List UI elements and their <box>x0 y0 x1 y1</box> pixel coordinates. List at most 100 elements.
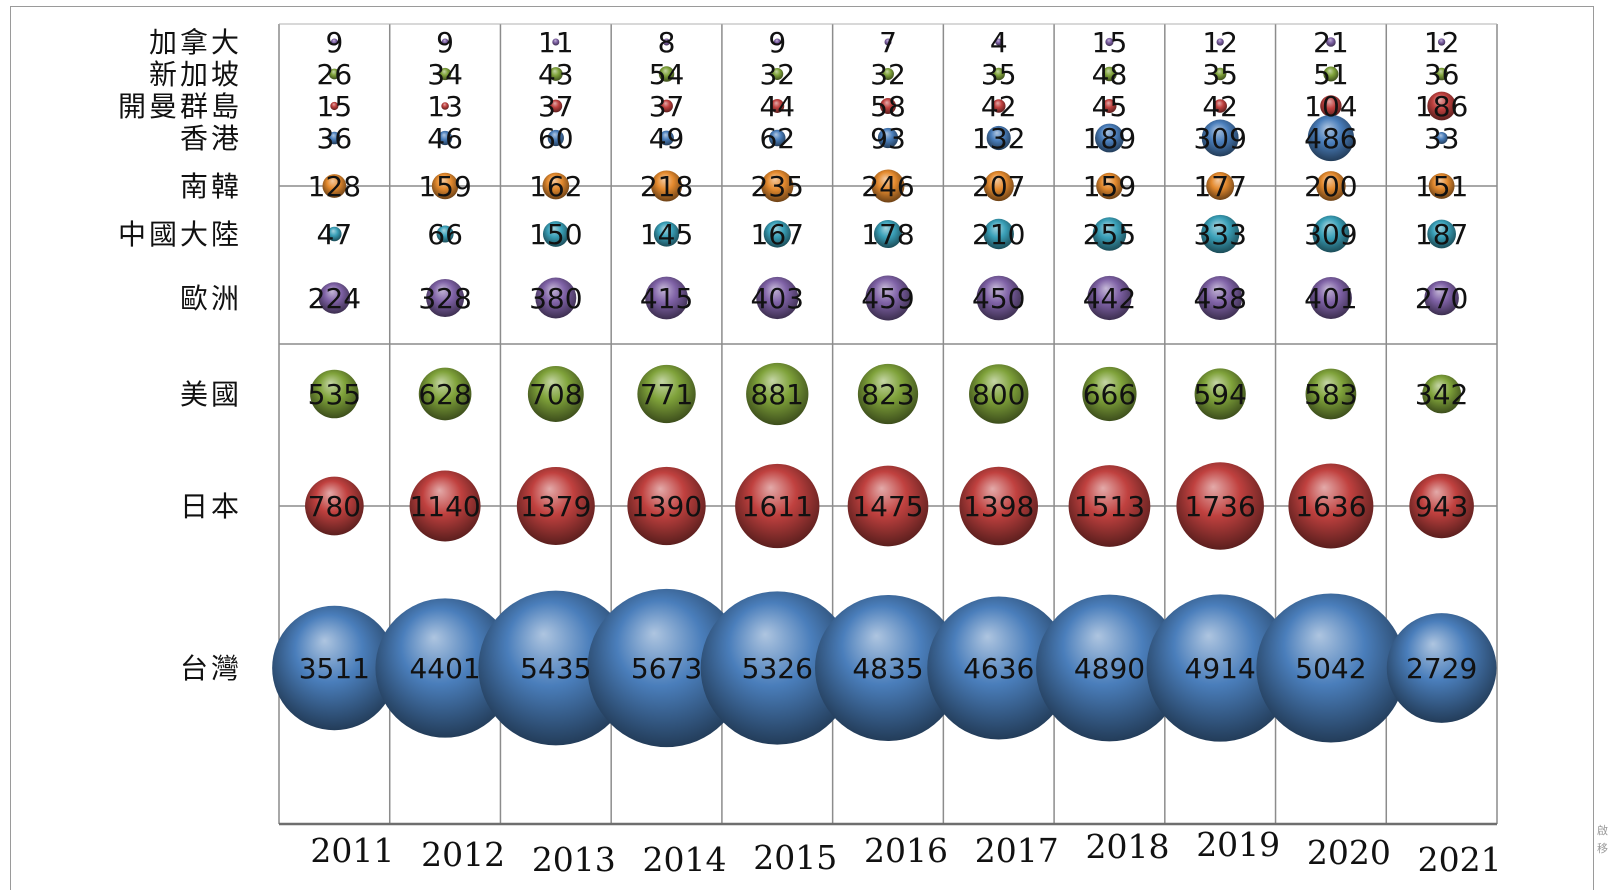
value-label: 145 <box>640 218 693 251</box>
value-label: 4636 <box>963 652 1034 685</box>
value-label: 342 <box>1415 378 1468 411</box>
bubble <box>991 99 1006 113</box>
bubble <box>1194 368 1246 420</box>
value-label: 255 <box>1083 218 1136 251</box>
value-label: 4401 <box>409 652 480 685</box>
value-label: 823 <box>861 378 914 411</box>
bubble <box>1427 91 1456 121</box>
value-label: 2729 <box>1406 652 1477 685</box>
value-label: 200 <box>1304 170 1357 203</box>
year-label: 2012 <box>421 835 505 874</box>
value-label: 35 <box>1202 58 1238 91</box>
bubble <box>659 130 674 146</box>
bubble <box>746 362 809 426</box>
value-label: 128 <box>308 170 361 203</box>
bubble <box>1312 215 1350 253</box>
bubble <box>426 278 465 318</box>
value-label: 535 <box>308 378 361 411</box>
value-label: 415 <box>640 282 693 315</box>
bubble <box>1087 275 1132 321</box>
bubble <box>735 463 820 549</box>
bubble <box>1102 98 1117 114</box>
value-label: 4890 <box>1074 652 1145 685</box>
bubble <box>272 605 397 731</box>
bubble <box>436 225 454 243</box>
bubble <box>882 68 894 80</box>
value-label: 33 <box>1424 122 1460 155</box>
value-label: 15 <box>317 90 353 123</box>
value-label: 177 <box>1193 170 1246 203</box>
bubble <box>549 99 563 113</box>
value-label: 150 <box>529 218 582 251</box>
bubble <box>1036 594 1183 742</box>
value-label: 450 <box>972 282 1025 315</box>
value-label: 159 <box>1083 170 1136 203</box>
bubble <box>986 125 1011 151</box>
value-label: 5435 <box>520 652 591 685</box>
bubble <box>627 466 706 546</box>
category-label: 歐洲 <box>180 282 242 315</box>
bubble <box>773 38 781 46</box>
value-label: 189 <box>1083 122 1136 155</box>
bubble <box>1095 123 1124 153</box>
value-label: 47 <box>317 218 353 251</box>
value-label: 36 <box>1424 58 1460 91</box>
bubble <box>983 218 1014 250</box>
value-label: 1475 <box>852 490 923 523</box>
bubble <box>871 169 905 203</box>
value-label: 4835 <box>852 652 923 685</box>
value-label: 15 <box>1092 26 1128 59</box>
year-label: 2021 <box>1418 840 1502 879</box>
value-label: 442 <box>1083 282 1136 315</box>
bubble <box>375 598 515 738</box>
bubble <box>1256 593 1406 743</box>
value-label: 151 <box>1415 170 1468 203</box>
bubble <box>1307 114 1355 162</box>
bubble <box>548 67 563 81</box>
bubble <box>770 99 785 113</box>
bubble <box>1201 119 1239 157</box>
value-label: 235 <box>751 170 804 203</box>
value-label: 5042 <box>1295 652 1366 685</box>
value-label: 12 <box>1202 26 1238 59</box>
chart-frame <box>10 6 1594 890</box>
bubble <box>1422 374 1462 414</box>
bubble <box>1424 280 1459 316</box>
bubble <box>542 172 570 200</box>
bubble <box>1092 217 1127 251</box>
bubble <box>847 465 929 547</box>
value-label: 9 <box>768 26 786 59</box>
bubble <box>651 170 683 202</box>
category-label: 南韓 <box>180 170 242 203</box>
bubble <box>1213 67 1227 81</box>
bubble <box>535 277 577 319</box>
bubble <box>873 219 903 249</box>
category-label: 台灣 <box>180 652 242 685</box>
value-label: 104 <box>1304 90 1357 123</box>
bubble <box>1427 219 1456 249</box>
value-label: 210 <box>972 218 1025 251</box>
bubble <box>927 596 1071 740</box>
value-label: 583 <box>1304 378 1357 411</box>
value-label: 3511 <box>299 652 370 685</box>
bubble <box>761 169 794 203</box>
bubble <box>976 275 1022 321</box>
bubble <box>305 476 364 536</box>
value-label: 943 <box>1415 490 1468 523</box>
value-label: 8 <box>658 26 676 59</box>
category-label: 中國大陸 <box>118 218 242 251</box>
value-label: 1398 <box>963 490 1034 523</box>
bubble <box>1437 38 1446 46</box>
bubble <box>1146 594 1294 742</box>
bubble <box>327 226 342 242</box>
value-label: 708 <box>529 378 582 411</box>
value-label: 438 <box>1193 282 1246 315</box>
bubble <box>995 38 1003 46</box>
value-label: 21 <box>1313 26 1349 59</box>
bubble <box>1176 462 1264 550</box>
year-label: 2017 <box>975 831 1059 870</box>
value-label: 1390 <box>631 490 702 523</box>
value-label: 328 <box>418 282 471 315</box>
value-label: 66 <box>427 218 463 251</box>
value-label: 309 <box>1304 218 1357 251</box>
